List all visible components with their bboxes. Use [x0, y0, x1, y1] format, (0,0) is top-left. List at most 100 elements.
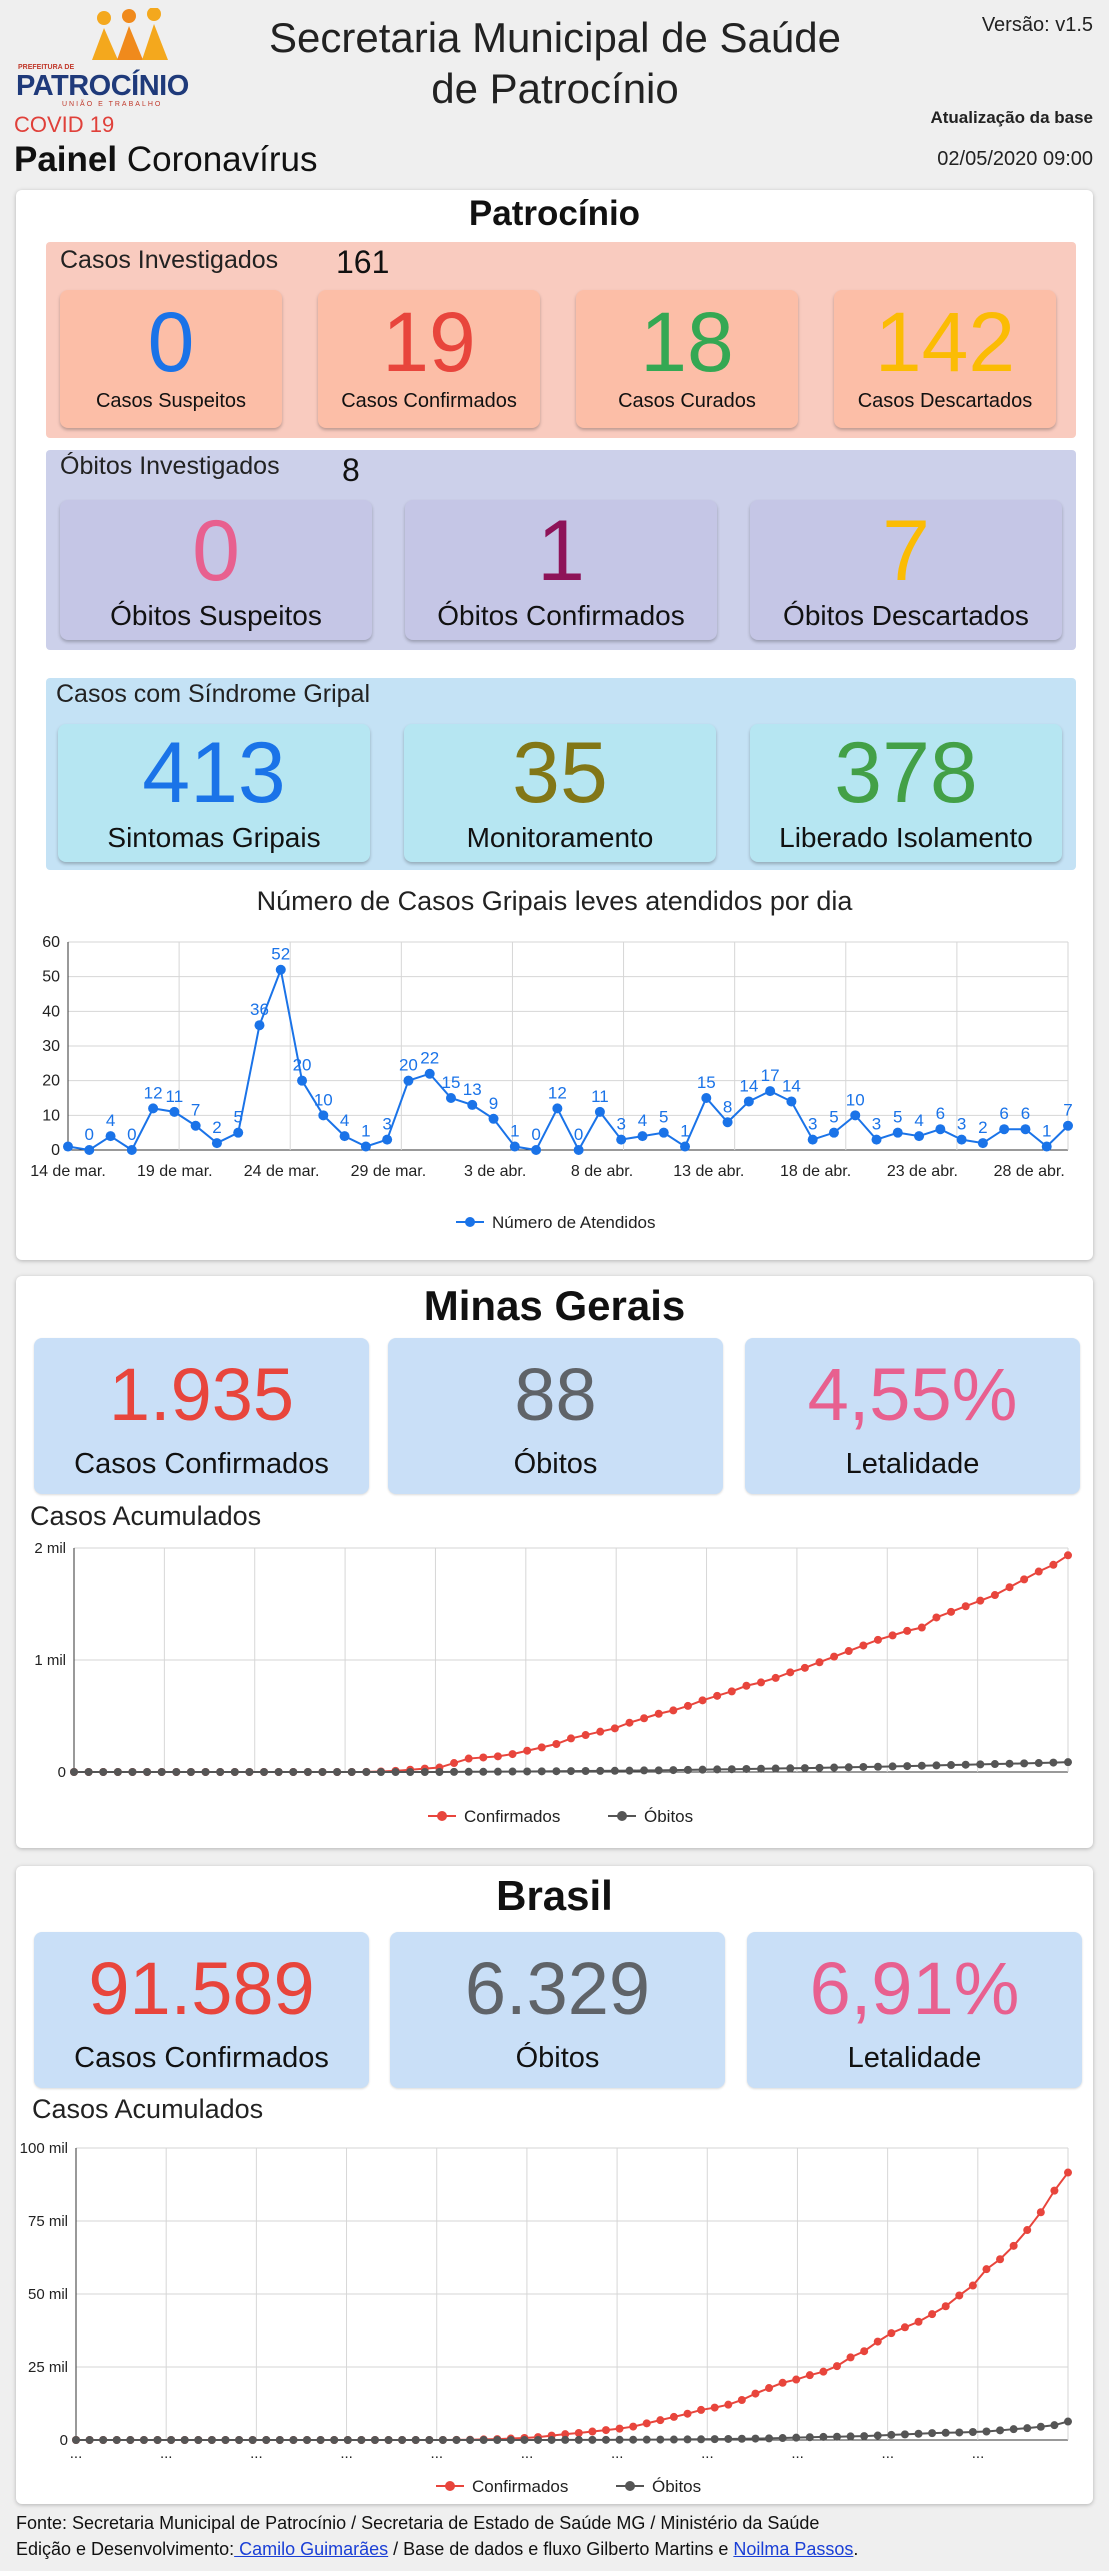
- data-point: [771, 1764, 780, 1773]
- data-point: [376, 1768, 385, 1776]
- data-point: [737, 2395, 746, 2404]
- stat-value: 6.329: [464, 1947, 651, 2030]
- legend-marker: [437, 1811, 447, 1821]
- data-point: [830, 1652, 839, 1661]
- data-point: [63, 1141, 73, 1152]
- data-point: [260, 1768, 269, 1776]
- data-point: [800, 1663, 809, 1672]
- data-point: [625, 1718, 634, 1727]
- data-label: 4: [638, 1111, 647, 1130]
- data-point: [887, 2430, 896, 2439]
- minas-stat-letalidade: 4,55% Letalidade: [745, 1338, 1080, 1494]
- data-label: 20: [293, 1056, 312, 1075]
- data-point: [928, 2429, 937, 2438]
- data-point: [815, 1763, 824, 1772]
- data-point: [126, 2436, 135, 2444]
- data-point: [955, 2428, 964, 2437]
- data-point: [914, 2429, 923, 2438]
- data-label: 4: [340, 1111, 349, 1130]
- data-point: [968, 2281, 977, 2290]
- data-point: [873, 1635, 882, 1644]
- data-point: [615, 2435, 624, 2444]
- data-label: 10: [846, 1090, 865, 1109]
- data-point: [819, 2367, 828, 2376]
- data-point: [786, 1096, 797, 1107]
- data-point: [844, 1763, 853, 1772]
- data-point: [846, 2353, 855, 2362]
- data-point: [1050, 2421, 1059, 2430]
- data-label: 0: [85, 1125, 94, 1144]
- legend-label: Confirmados: [464, 1807, 560, 1826]
- gripal-item-label: Monitoramento: [466, 822, 654, 853]
- data-point: [765, 2434, 774, 2443]
- case-box-curados: 18 Casos Curados: [576, 290, 798, 428]
- data-point: [1020, 1759, 1029, 1768]
- data-point: [508, 1750, 517, 1759]
- gripal-value: 378: [834, 725, 978, 821]
- data-point: [968, 2427, 977, 2436]
- case-box-suspeitos: 0 Casos Suspeitos: [60, 290, 282, 428]
- data-point: [819, 2432, 828, 2441]
- data-label: 1: [680, 1122, 689, 1141]
- data-label: 15: [697, 1073, 716, 1092]
- data-label: 5: [893, 1108, 902, 1127]
- x-tick-label: ...: [160, 2445, 173, 2462]
- data-label: 5: [659, 1108, 668, 1127]
- data-point: [479, 2436, 488, 2444]
- case-value: 142: [874, 295, 1016, 389]
- data-point: [1064, 1551, 1072, 1560]
- data-label: 3: [382, 1115, 391, 1134]
- noilma-link[interactable]: Noilma Passos: [733, 2539, 854, 2559]
- logo-name: PATROCÍNIO: [16, 70, 189, 102]
- data-label: 1: [1042, 1122, 1051, 1141]
- gripal-item-label: Sintomas Gripais: [107, 822, 321, 853]
- data-point: [411, 2436, 420, 2444]
- data-point: [932, 1761, 941, 1770]
- camilo-link[interactable]: Camilo Guimarães: [234, 2539, 389, 2559]
- data-point: [230, 1768, 239, 1776]
- data-label: 4: [106, 1111, 115, 1130]
- data-point: [318, 1768, 327, 1776]
- data-label: 0: [574, 1125, 583, 1144]
- version-label: Versão: v1.5: [981, 14, 1093, 36]
- data-point: [316, 2436, 325, 2444]
- data-point: [917, 1761, 926, 1770]
- data-point: [343, 2436, 352, 2444]
- data-point: [737, 2434, 746, 2443]
- data-point: [900, 2430, 909, 2439]
- data-point: [947, 1761, 956, 1770]
- data-point: [450, 1767, 459, 1776]
- data-point: [947, 1607, 956, 1616]
- data-point: [683, 2409, 692, 2418]
- data-point: [830, 1763, 839, 1772]
- legend-label: Óbitos: [652, 2477, 701, 2496]
- data-point: [537, 1767, 546, 1776]
- data-point: [561, 2435, 570, 2444]
- update-value: 02/05/2020 09:00: [937, 148, 1093, 170]
- data-point: [384, 2436, 393, 2444]
- data-label: 4: [914, 1111, 923, 1130]
- data-point: [403, 1075, 414, 1086]
- data-point: [1020, 1124, 1031, 1135]
- data-point: [303, 1768, 312, 1776]
- data-label: 2: [978, 1118, 987, 1137]
- y-tick-label: 2 mil: [34, 1540, 66, 1557]
- logo-tagline: UNIÃO E TRABALHO: [62, 101, 163, 108]
- data-point: [169, 1106, 180, 1117]
- data-point: [941, 2302, 950, 2311]
- data-point: [1063, 1120, 1073, 1131]
- data-point: [1049, 1560, 1058, 1569]
- y-tick-label: 100 mil: [20, 2140, 68, 2157]
- data-point: [805, 2371, 814, 2380]
- data-point: [697, 2405, 706, 2414]
- x-tick-label: 28 de abr.: [994, 1163, 1065, 1180]
- data-label: 1: [361, 1122, 370, 1141]
- data-point: [807, 1134, 818, 1145]
- data-point: [887, 2329, 896, 2338]
- data-point: [1050, 2186, 1059, 2195]
- data-point: [420, 1768, 429, 1776]
- case-label: Casos Suspeitos: [95, 390, 247, 412]
- data-label: 3: [872, 1115, 881, 1134]
- data-point: [601, 2426, 610, 2435]
- data-point: [425, 2436, 434, 2444]
